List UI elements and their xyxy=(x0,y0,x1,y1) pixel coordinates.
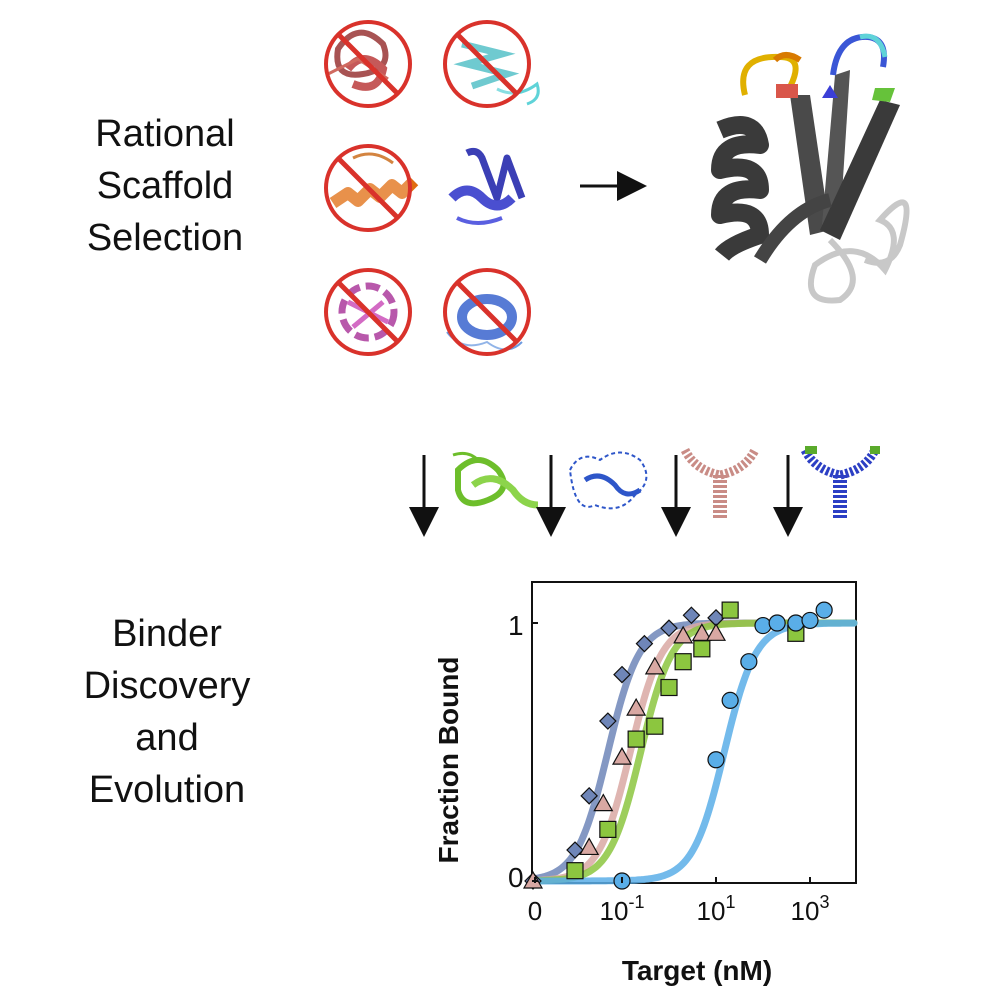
square-data-point xyxy=(660,678,678,697)
diamond-data-point xyxy=(613,665,631,684)
section-label-line: and xyxy=(135,717,199,759)
circle-data-point xyxy=(754,616,772,635)
square-data-point xyxy=(721,601,739,619)
triangle-data-point xyxy=(593,793,614,812)
prohibited-icon xyxy=(443,20,531,108)
diamond-data-point xyxy=(599,712,617,730)
x-axis-label: Target (nM) xyxy=(622,955,772,986)
triangle-data-point xyxy=(611,746,633,765)
section-label-line: Discovery xyxy=(83,665,251,707)
section-label-rational-scaffold-selection: Rational Scaffold Selection xyxy=(60,108,270,264)
rejected-scaffold-red-structure xyxy=(324,20,412,108)
diamond-data-point xyxy=(682,606,701,625)
scaffold-grid xyxy=(324,20,540,356)
triangle-data-point xyxy=(705,623,727,641)
binder-green-protein xyxy=(452,451,539,509)
triangle-data-point xyxy=(579,837,600,856)
diamond-data-point xyxy=(566,841,584,859)
binder-row xyxy=(409,446,880,537)
rejected-scaffold-blue-structure xyxy=(443,268,531,356)
axis-ticks: 0 1 0 10-1 101 103 xyxy=(508,610,829,926)
binder-blue-protein xyxy=(568,451,648,510)
y-tick-label: 1 xyxy=(508,610,524,641)
rejected-scaffold-cyan-structure xyxy=(443,20,540,108)
section-label-line: Scaffold xyxy=(96,165,234,207)
plot-frame xyxy=(531,581,857,884)
selected-scaffold-purple-structure xyxy=(448,147,526,225)
circle-data-point xyxy=(815,601,833,619)
section-label-line: Rational xyxy=(95,113,235,155)
data-points xyxy=(522,601,833,890)
diamond-data-point xyxy=(635,634,654,653)
circle-data-point xyxy=(707,751,725,769)
diamond-series-fit-curve xyxy=(530,619,858,883)
triangle-data-point xyxy=(673,625,694,644)
x-tick-label: 101 xyxy=(697,892,736,926)
diamond-data-point xyxy=(660,619,678,638)
square-data-point xyxy=(599,820,617,839)
circle-data-point xyxy=(787,614,805,632)
section-label-line: Selection xyxy=(86,217,244,259)
square-data-point xyxy=(566,862,584,880)
prohibited-icon xyxy=(324,268,412,356)
selected-scaffold-detail xyxy=(711,33,910,304)
prohibited-icon xyxy=(324,20,412,108)
square-data-point xyxy=(674,653,692,671)
y-tick-label: 0 xyxy=(508,862,524,893)
fit-curves xyxy=(530,619,858,885)
section-label-line: Binder xyxy=(112,613,222,655)
circle-data-point xyxy=(740,653,758,671)
square-data-point xyxy=(693,640,711,658)
prohibited-icon xyxy=(324,144,412,232)
circle-data-point xyxy=(801,611,819,630)
triangle-data-point xyxy=(626,697,647,716)
section-label-line: Evolution xyxy=(88,769,246,811)
diamond-data-point xyxy=(580,787,598,805)
x-tick-label: 10-1 xyxy=(600,892,645,926)
square-data-point xyxy=(646,717,664,735)
triangle-data-point xyxy=(644,656,665,675)
circle-data-point xyxy=(768,614,786,632)
x-tick-label: 0 xyxy=(528,896,542,926)
circle-data-point xyxy=(721,691,739,710)
square-data-point xyxy=(627,730,645,748)
prohibited-icon xyxy=(443,268,531,356)
rejected-scaffold-magenta-structure xyxy=(324,268,412,356)
x-tick-label: 103 xyxy=(791,892,830,926)
binder-blue-green-antibody xyxy=(800,446,880,520)
rejected-scaffold-orange-helix xyxy=(324,144,419,232)
section-label-binder-discovery: Binder Discovery and Evolution xyxy=(52,608,282,816)
binding-curve-chart: 0 1 0 10-1 101 103 Fraction Bound Target (nM) xyxy=(433,581,858,986)
y-axis-label: Fraction Bound xyxy=(433,657,464,864)
binder-pink-antibody xyxy=(680,447,760,520)
